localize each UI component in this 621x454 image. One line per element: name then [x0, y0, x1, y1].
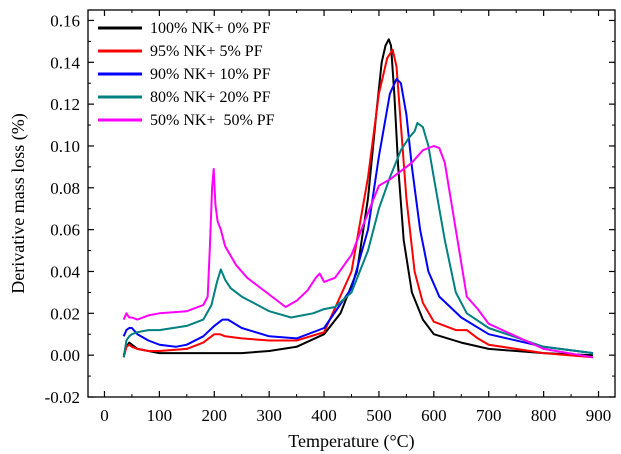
y-tick-label: 0.12 [50, 95, 80, 114]
y-tick-label: 0.08 [50, 179, 80, 198]
legend: 100% NK+ 0% PF 95% NK+ 5% PF 90% NK+ 10% P… [98, 20, 275, 129]
y-tick-label: 0.04 [50, 262, 80, 281]
y-tick-label: 0.02 [50, 304, 80, 323]
y-tick-label: -0.02 [45, 388, 80, 407]
series-layer [122, 38, 594, 359]
y-tick-label: 0.00 [50, 346, 80, 365]
x-tick-label: 700 [476, 406, 502, 425]
legend-label-1: 100% NK+ 0% PF [150, 20, 271, 37]
y-axis-label: Derivative mass loss (%) [8, 113, 29, 293]
x-tick-label: 300 [256, 406, 282, 425]
legend-label-4: 80% NK+ 20% PF [150, 89, 271, 106]
x-tick-label: 800 [531, 406, 557, 425]
legend-label-3: 90% NK+ 10% PF [150, 66, 271, 83]
x-tick-label: 100 [147, 406, 173, 425]
x-tick-label: 900 [586, 406, 612, 425]
x-tick-label: 500 [366, 406, 392, 425]
y-tick-label: 0.16 [50, 11, 80, 30]
series-line-3 [122, 78, 594, 355]
series-line-5 [122, 145, 594, 359]
x-tick-label: 600 [421, 406, 447, 425]
legend-label-2: 95% NK+ 5% PF [150, 43, 263, 60]
y-tick-label: 0.14 [50, 53, 80, 72]
x-axis-label: Temperature (°C) [288, 431, 414, 452]
x-tick-label: 400 [311, 406, 337, 425]
x-tick-label: 0 [100, 406, 109, 425]
y-tick-label: 0.06 [50, 221, 80, 240]
series-line-4 [122, 122, 594, 358]
legend-label-5: 50% NK+ 50% PF [150, 112, 275, 129]
y-tick-label: 0.10 [50, 137, 80, 156]
ticks-layer: 0 100 200 300 400 500 600 700 800 900 -0.02 0.00 0.0… [45, 10, 615, 425]
x-tick-label: 200 [202, 406, 228, 425]
series-line-2 [122, 48, 594, 359]
